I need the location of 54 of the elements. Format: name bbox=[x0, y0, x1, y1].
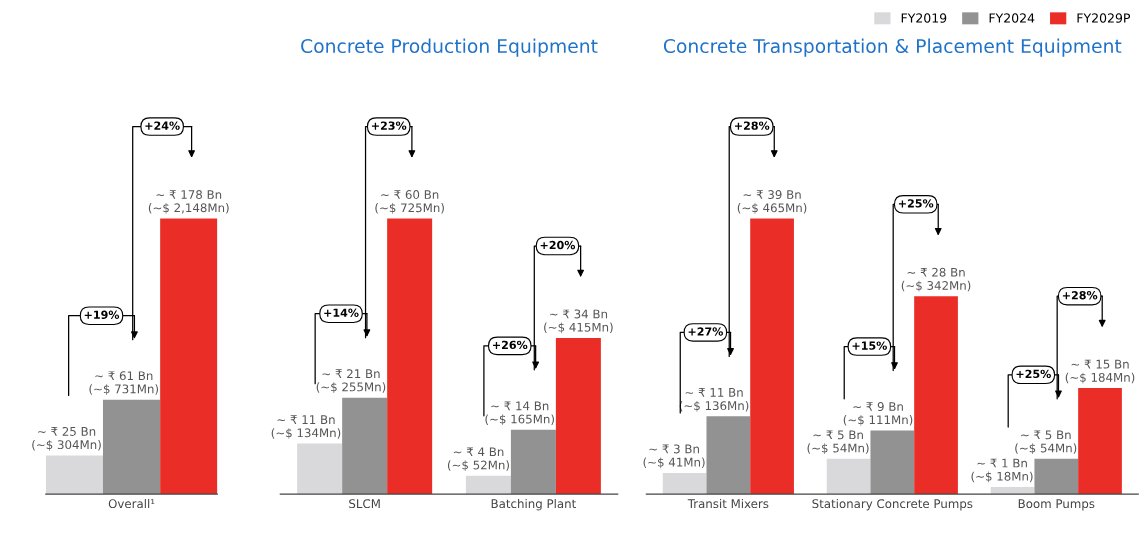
bar bbox=[555, 337, 601, 495]
data-label: ~ ₹ 34 Bn (~$ 415Mn) bbox=[544, 309, 613, 334]
x-tick-label: Stationary Concrete Pumps bbox=[812, 498, 973, 511]
data-label: ~ ₹ 4 Bn (~$ 52Mn) bbox=[447, 447, 509, 472]
chart-title: Concrete Transportation & Placement Equipment bbox=[663, 38, 1122, 57]
x-tick-label: Transit Mixers bbox=[687, 498, 769, 509]
chart-title: Concrete Production Equipment bbox=[301, 38, 598, 57]
data-label: ~ ₹ 28 Bn (~$ 342Mn) bbox=[901, 267, 971, 292]
data-label: ~ ₹ 39 Bn (~$ 465Mn) bbox=[737, 190, 807, 214]
data-label: ~ ₹ 178 Bn (~$ 2,148Mn) bbox=[148, 190, 229, 214]
data-label: ~ ₹ 11 Bn (~$ 134Mn) bbox=[271, 415, 341, 439]
bar bbox=[706, 416, 751, 495]
data-label: ~ ₹ 14 Bn (~$ 165Mn) bbox=[485, 401, 554, 426]
annotation: +25% bbox=[1016, 369, 1051, 379]
data-label: ~ ₹ 60 Bn (~$ 725Mn) bbox=[375, 190, 444, 214]
annotation: +14% bbox=[324, 308, 359, 317]
annotation: +19% bbox=[84, 310, 120, 319]
data-label: ~ ₹ 25 Bn (~$ 304Mn) bbox=[32, 426, 101, 451]
legend-label: FY2019 bbox=[901, 13, 947, 23]
bar bbox=[826, 458, 871, 495]
annotation: +28% bbox=[1062, 291, 1098, 300]
bar bbox=[914, 296, 958, 495]
data-label: ~ ₹ 9 Bn (~$ 111Mn) bbox=[843, 402, 913, 426]
text: +25% bbox=[898, 199, 934, 208]
bar bbox=[465, 475, 511, 495]
bar bbox=[870, 430, 915, 495]
data-label: ~ ₹ 5 Bn (~$ 54Mn) bbox=[807, 430, 869, 455]
bar bbox=[662, 472, 707, 495]
bar bbox=[1034, 458, 1079, 495]
bar bbox=[750, 218, 794, 495]
legend-label: FY2024 bbox=[989, 13, 1035, 23]
data-label: ~ ₹ 1 Bn (~$ 18Mn) bbox=[971, 458, 1033, 483]
text: +23% bbox=[371, 121, 407, 130]
legend-label: FY2029P bbox=[1077, 13, 1131, 23]
data-label: ~ ₹ 61 Bn (~$ 731Mn) bbox=[89, 371, 158, 395]
text: +28% bbox=[734, 121, 770, 130]
annotation: +20% bbox=[540, 240, 576, 250]
x-tick-label: Boom Pumps bbox=[1018, 499, 1095, 511]
bar bbox=[1078, 388, 1122, 495]
data-label: ~ ₹ 21 Bn (~$ 255Mn) bbox=[316, 369, 386, 393]
x-tick-label: Overall¹ bbox=[108, 498, 155, 509]
data-label: ~ ₹ 5 Bn (~$ 54Mn) bbox=[1015, 430, 1077, 455]
text: +24% bbox=[145, 121, 180, 130]
bar bbox=[297, 443, 343, 495]
annotation: +27% bbox=[688, 327, 723, 336]
data-label: ~ ₹ 15 Bn (~$ 184Mn) bbox=[1065, 359, 1135, 384]
x-tick-label: Batching Plant bbox=[491, 498, 576, 511]
bar bbox=[387, 218, 433, 495]
annotation: +26% bbox=[492, 340, 528, 350]
data-label: ~ ₹ 3 Bn (~$ 41Mn) bbox=[643, 444, 705, 469]
annotation: +15% bbox=[852, 341, 887, 350]
bar bbox=[510, 429, 556, 495]
x-tick-label: SLCM bbox=[349, 499, 380, 509]
bar bbox=[342, 397, 388, 495]
